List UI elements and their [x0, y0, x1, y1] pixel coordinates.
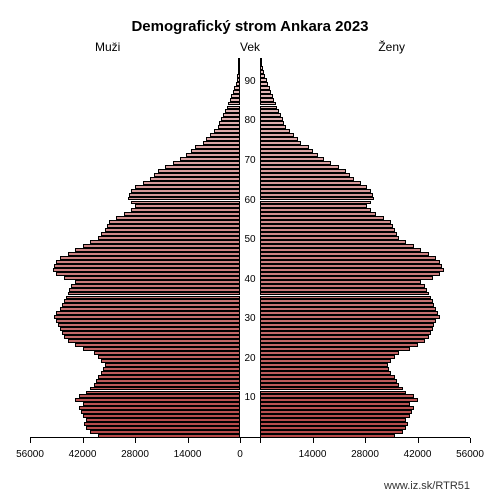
y-tick-label: 50 [240, 234, 260, 245]
y-tick-label: 70 [240, 155, 260, 166]
bars-female [260, 58, 470, 438]
y-tick-label: 20 [240, 353, 260, 364]
y-tick-label: 60 [240, 195, 260, 206]
footer-url: www.iz.sk/RTR51 [384, 480, 470, 492]
x-tick-label: 56000 [456, 449, 484, 460]
y-tick-label: 90 [240, 76, 260, 87]
label-female: Ženy [378, 40, 405, 54]
bars-male [30, 58, 240, 438]
x-tick-label: 28000 [351, 449, 379, 460]
x-axis-line [30, 437, 470, 438]
chart-title: Demografický strom Ankara 2023 [0, 18, 500, 35]
x-tick-label: 14000 [299, 449, 327, 460]
x-tick-label: 56000 [16, 449, 44, 460]
y-tick-label: 10 [240, 392, 260, 403]
pyramid-chart: Demografický strom Ankara 2023 Muži Vek … [0, 0, 500, 500]
x-tick-label: 28000 [121, 449, 149, 460]
x-tick-label: 14000 [174, 449, 202, 460]
x-tick-label: 42000 [404, 449, 432, 460]
x-tick-label: 42000 [69, 449, 97, 460]
x-tick-label: 0 [237, 449, 243, 460]
label-age: Vek [0, 40, 500, 54]
y-tick-label: 40 [240, 274, 260, 285]
plot-area: 102030405060708090 014000140002800028000… [30, 58, 470, 438]
y-tick-label: 80 [240, 115, 260, 126]
y-tick-label: 30 [240, 313, 260, 324]
